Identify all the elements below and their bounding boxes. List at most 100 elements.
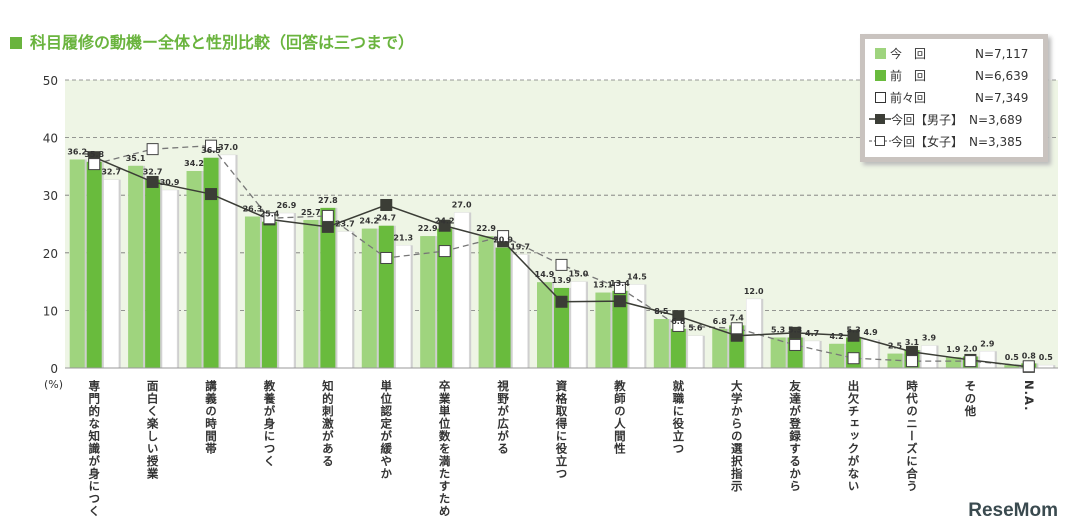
- data-label: 37.0: [218, 143, 238, 152]
- male-marker: [321, 220, 334, 233]
- female-marker: [730, 322, 743, 335]
- bar-current: [712, 328, 728, 368]
- bar-previous: [670, 328, 686, 368]
- x-tick-label: 教養が身につく: [262, 380, 277, 468]
- data-label: 34.2: [184, 159, 204, 168]
- male-marker: [380, 198, 393, 211]
- y-tick-label: 30: [43, 189, 58, 203]
- legend-item-female: 今回【女子】 N=3,385: [869, 133, 1022, 151]
- data-label: 32.7: [101, 168, 121, 177]
- data-label: 1.9: [946, 345, 961, 354]
- data-label: 26.9: [277, 201, 297, 210]
- data-label: 4.2: [829, 332, 843, 341]
- resemom-logo: ReseMom: [968, 500, 1058, 521]
- x-tick-label: その他: [963, 380, 978, 418]
- female-marker: [497, 230, 510, 243]
- data-label: 35.1: [126, 154, 146, 163]
- data-label: 26.3: [243, 205, 263, 214]
- data-label: 23.7: [335, 219, 355, 228]
- bar-before-previous: [862, 339, 879, 369]
- bar-current: [244, 216, 260, 368]
- data-label: 5.3: [771, 325, 785, 334]
- data-label: 3.1: [905, 338, 920, 347]
- bar-before-previous: [337, 231, 353, 369]
- bar-before-previous: [687, 335, 704, 369]
- bar-current: [945, 357, 961, 368]
- data-label: 4.9: [863, 328, 878, 337]
- x-tick-label: 視野が広がる: [496, 380, 511, 455]
- x-tick-label: 大学からの選択指示: [729, 380, 744, 493]
- data-label: 24.2: [359, 217, 379, 226]
- data-label: 14.9: [535, 270, 555, 279]
- data-label: 0.8: [1022, 351, 1037, 360]
- bar-before-previous: [103, 179, 119, 369]
- legend-n: N=3,385: [969, 135, 1023, 149]
- legend-male-marker-icon: [869, 114, 891, 124]
- data-label: 36.2: [67, 147, 87, 156]
- legend-n: N=7,349: [975, 91, 1029, 105]
- data-label: 15.0: [569, 270, 589, 279]
- bar-before-previous: [220, 154, 236, 369]
- female-marker: [789, 338, 802, 351]
- x-tick-label: 出欠チェックがない: [846, 380, 861, 493]
- data-label: 8.5: [654, 307, 669, 316]
- y-tick-label: 20: [43, 247, 58, 261]
- bar-before-previous: [979, 351, 996, 369]
- legend-n: N=7,117: [975, 47, 1029, 61]
- data-label: 22.9: [418, 224, 438, 233]
- data-label: 25.4: [260, 210, 280, 219]
- data-label: 0.5: [1005, 353, 1020, 362]
- x-tick-label: 知的刺激がある: [320, 380, 335, 468]
- bar-before-previous: [161, 189, 178, 369]
- bar-current: [595, 292, 611, 368]
- bar-before-previous: [921, 345, 937, 369]
- male-marker: [555, 295, 568, 308]
- legend-item-before-previous: 前々回 N=7,349: [875, 89, 1028, 107]
- male-marker: [205, 188, 218, 201]
- bar-previous: [203, 157, 219, 368]
- bar-previous: [612, 290, 628, 368]
- data-label: 27.0: [452, 200, 472, 209]
- female-marker: [613, 281, 626, 294]
- bar-before-previous: [570, 281, 587, 369]
- data-label: 4.7: [805, 329, 819, 338]
- x-tick-label: 専門的な知識が身につく: [87, 380, 102, 518]
- legend-label: 今回【女子】: [891, 135, 964, 149]
- x-tick-label: N.A.: [1021, 380, 1036, 412]
- y-tick-label: 40: [43, 132, 58, 146]
- female-marker: [847, 352, 860, 365]
- data-label: 27.8: [318, 196, 338, 205]
- bar-current: [1004, 365, 1020, 368]
- legend-item-current: 今 回 N=7,117: [875, 45, 1028, 63]
- male-marker: [847, 329, 860, 342]
- bar-previous: [495, 247, 511, 368]
- female-marker: [672, 319, 685, 332]
- bar-before-previous: [395, 245, 412, 369]
- data-label: 30.9: [160, 178, 180, 187]
- data-label: 13.9: [552, 276, 572, 285]
- bar-previous: [261, 221, 277, 368]
- bar-current: [653, 319, 669, 368]
- bar-before-previous: [629, 284, 645, 369]
- data-label: 24.2: [435, 217, 455, 226]
- female-marker: [380, 251, 393, 264]
- bar-current: [770, 337, 786, 368]
- bar-current: [537, 282, 552, 368]
- bar-current: [887, 353, 903, 368]
- legend-swatch-current: [875, 48, 886, 59]
- male-marker: [613, 295, 626, 308]
- bar-previous: [145, 179, 161, 368]
- x-tick-label: 時代のニーズに合う: [904, 380, 919, 493]
- bar-current: [128, 165, 144, 368]
- data-label: 21.3: [393, 233, 413, 242]
- data-label: 5.6: [688, 324, 703, 333]
- legend: 今 回 N=7,117 前 回 N=6,639 前々回 N=7,349 今回【男子】 N…: [860, 34, 1048, 162]
- legend-item-previous: 前 回 N=6,639: [875, 67, 1028, 85]
- x-tick-label: 講義の時間帯: [204, 380, 219, 455]
- female-marker: [205, 139, 218, 152]
- bar-current: [186, 171, 202, 368]
- x-tick-label: 友達が登録するから: [788, 380, 803, 493]
- female-marker: [905, 355, 918, 368]
- bar-before-previous: [512, 254, 528, 369]
